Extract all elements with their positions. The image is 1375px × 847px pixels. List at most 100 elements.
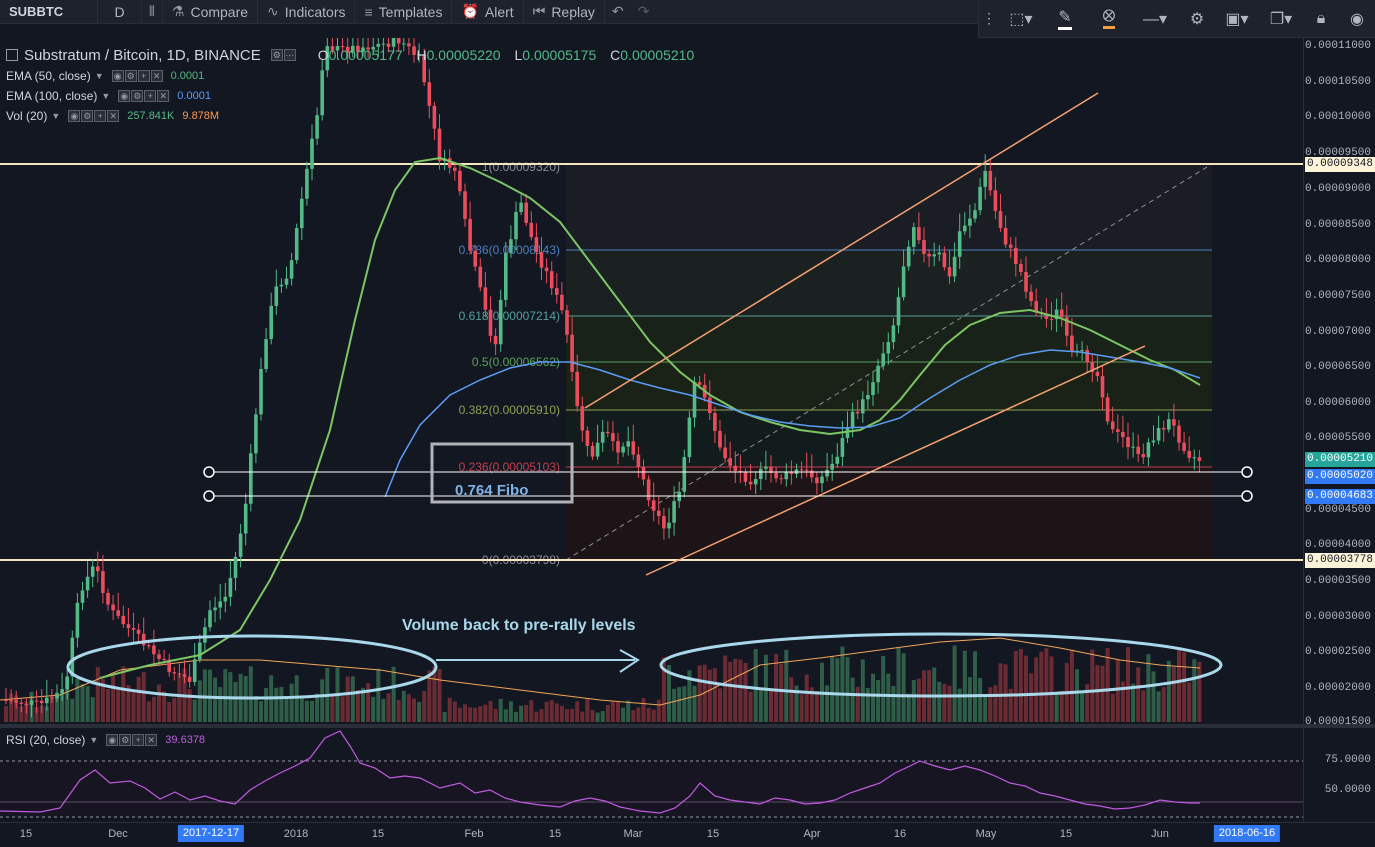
- volume-bar: [146, 701, 151, 722]
- rsi-canvas: [0, 730, 1303, 818]
- volume-bar: [1166, 660, 1171, 722]
- eye-icon[interactable]: ◉: [106, 734, 119, 746]
- chart-type-button[interactable]: ⫴: [142, 0, 163, 24]
- candle-body: [723, 447, 727, 459]
- replay-button[interactable]: ⏮ Replay: [524, 0, 605, 24]
- price-axis[interactable]: 0.00011000 0.00010500 0.00010000 0.00009…: [1303, 38, 1375, 728]
- candle-body: [1095, 371, 1100, 377]
- gear-icon[interactable]: ⚙: [124, 70, 137, 82]
- fibo-annotation[interactable]: 0.764 Fibo: [430, 442, 574, 504]
- main-chart-pane[interactable]: 1(0.00009320) 0.786(0.00008143) 0.618(0.…: [0, 38, 1303, 724]
- volume-bar: [876, 680, 881, 722]
- gear-icon[interactable]: ⚙: [119, 734, 132, 746]
- volume-bar: [452, 701, 457, 722]
- candle-body: [896, 297, 901, 326]
- eye-icon[interactable]: ◉: [111, 70, 124, 82]
- copy-button[interactable]: ❐▾: [1259, 0, 1303, 38]
- candle-body: [1182, 442, 1186, 451]
- fib-retracement[interactable]: 1(0.00009320) 0.786(0.00008143) 0.618(0.…: [459, 160, 1213, 567]
- legend-ema50[interactable]: EMA (50, close) ▼ ◉ ⚙ + ✕ 0.0001: [6, 66, 694, 86]
- alert-button[interactable]: ⏰ Alert: [452, 0, 524, 24]
- close-icon[interactable]: ✕: [157, 90, 170, 102]
- candle-body: [534, 237, 539, 253]
- volume-bar: [753, 649, 758, 722]
- candle-body: [815, 477, 819, 484]
- drag-handle[interactable]: ⋮: [982, 10, 996, 26]
- candle-body: [1059, 309, 1064, 318]
- collapse-icon[interactable]: [6, 48, 18, 61]
- more-icon[interactable]: ⋯: [283, 49, 296, 61]
- legend-title-text: Substratum / Bitcoin, 1D, BINANCE: [24, 46, 261, 64]
- volume-bar: [136, 676, 141, 722]
- symbol-search[interactable]: SUBBTC: [0, 0, 98, 24]
- legend-vol[interactable]: Vol (20) ▼ ◉ ⚙ + ✕ 257.841K 9.878M: [6, 106, 694, 126]
- select-tool-button[interactable]: ⬚▾: [999, 0, 1043, 38]
- rsi-tick: 75.0000: [1324, 754, 1371, 766]
- lock-button[interactable]: 🔒︎: [1303, 0, 1339, 38]
- rsi-legend[interactable]: RSI (20, close) ▼ ◉ ⚙ + ✕ 39.6378: [6, 733, 213, 747]
- candle-body: [529, 222, 534, 238]
- candle-body: [733, 465, 738, 471]
- ray-a-handle-right[interactable]: [1241, 466, 1253, 478]
- fill-tool-button[interactable]: ⭙: [1087, 0, 1131, 38]
- candle-body: [310, 138, 314, 169]
- ascending-channel[interactable]: [584, 92, 1146, 576]
- gear-icon[interactable]: ⚙: [81, 110, 94, 122]
- volume-bar: [962, 650, 967, 722]
- chart-canvas[interactable]: 1(0.00009320) 0.786(0.00008143) 0.618(0.…: [0, 38, 1303, 724]
- gear-icon[interactable]: ⚙: [131, 90, 144, 102]
- horizontal-ray-b[interactable]: [203, 490, 1253, 502]
- alert-label: Alert: [484, 3, 514, 20]
- volume-bar: [85, 686, 90, 722]
- chevron-down-icon[interactable]: ▼: [89, 735, 99, 745]
- compare-button[interactable]: ⚗ Compare: [163, 0, 259, 24]
- close-icon[interactable]: ✕: [145, 734, 158, 746]
- volume-bar: [345, 676, 350, 722]
- chevron-down-icon[interactable]: ▼: [51, 111, 61, 121]
- undo-button[interactable]: ↶: [605, 0, 631, 24]
- volume-annotation[interactable]: Volume back to pre-rally levels: [66, 617, 1223, 700]
- horizontal-ray-a[interactable]: [203, 466, 1253, 478]
- pane-divider[interactable]: [0, 724, 1375, 728]
- visibility-button[interactable]: ◉: [1339, 0, 1375, 38]
- chevron-down-icon[interactable]: ▼: [94, 71, 104, 81]
- ohlc-o-key: O: [317, 47, 329, 63]
- volume-bar: [600, 711, 605, 722]
- candle-body: [1131, 446, 1135, 448]
- rsi-pane[interactable]: RSI (20, close) ▼ ◉ ⚙ + ✕ 39.6378: [0, 728, 1303, 822]
- time-axis[interactable]: 15 Dec 2017-12-17 2018 15 Feb 15 Mar 15 …: [0, 822, 1375, 847]
- plus-icon[interactable]: +: [137, 70, 150, 82]
- ray-b-handle-right[interactable]: [1241, 490, 1253, 502]
- candle-body: [789, 471, 794, 474]
- close-icon[interactable]: ✕: [107, 110, 120, 122]
- volume-bar: [386, 693, 391, 722]
- indicators-button[interactable]: ∿ Indicators: [258, 0, 356, 24]
- line-style-button[interactable]: —▾: [1131, 0, 1179, 38]
- settings-icon[interactable]: ⚙: [270, 49, 283, 61]
- eye-icon[interactable]: ◉: [118, 90, 131, 102]
- ray-a-handle-left[interactable]: [203, 466, 215, 478]
- redo-button[interactable]: ↷: [631, 0, 657, 24]
- plus-icon[interactable]: +: [132, 734, 145, 746]
- brush-tool-button[interactable]: ✎: [1043, 0, 1087, 38]
- candle-body: [447, 158, 452, 168]
- candle-body: [871, 382, 875, 395]
- time-tick: 15: [1059, 828, 1073, 840]
- chevron-down-icon[interactable]: ▼: [101, 91, 111, 101]
- templates-button[interactable]: ≡ Templates: [355, 0, 453, 24]
- candle-body: [927, 253, 931, 257]
- candle-body: [1141, 454, 1146, 458]
- legend-ema100[interactable]: EMA (100, close) ▼ ◉ ⚙ + ✕ 0.0001: [6, 86, 694, 106]
- ray-b-handle-left[interactable]: [203, 490, 215, 502]
- rsi-axis[interactable]: 75.0000 50.0000: [1303, 728, 1375, 822]
- ohlc-open: 0.00005177: [328, 47, 403, 63]
- interval-button[interactable]: D: [98, 0, 142, 24]
- plus-icon[interactable]: +: [94, 110, 107, 122]
- layout-button[interactable]: ▣▾: [1215, 0, 1259, 38]
- settings-button[interactable]: ⚙: [1179, 0, 1215, 38]
- candle-body: [198, 642, 202, 660]
- plus-icon[interactable]: +: [144, 90, 157, 102]
- legend-title[interactable]: Substratum / Bitcoin, 1D, BINANCE: [6, 47, 261, 64]
- close-icon[interactable]: ✕: [150, 70, 163, 82]
- eye-icon[interactable]: ◉: [68, 110, 81, 122]
